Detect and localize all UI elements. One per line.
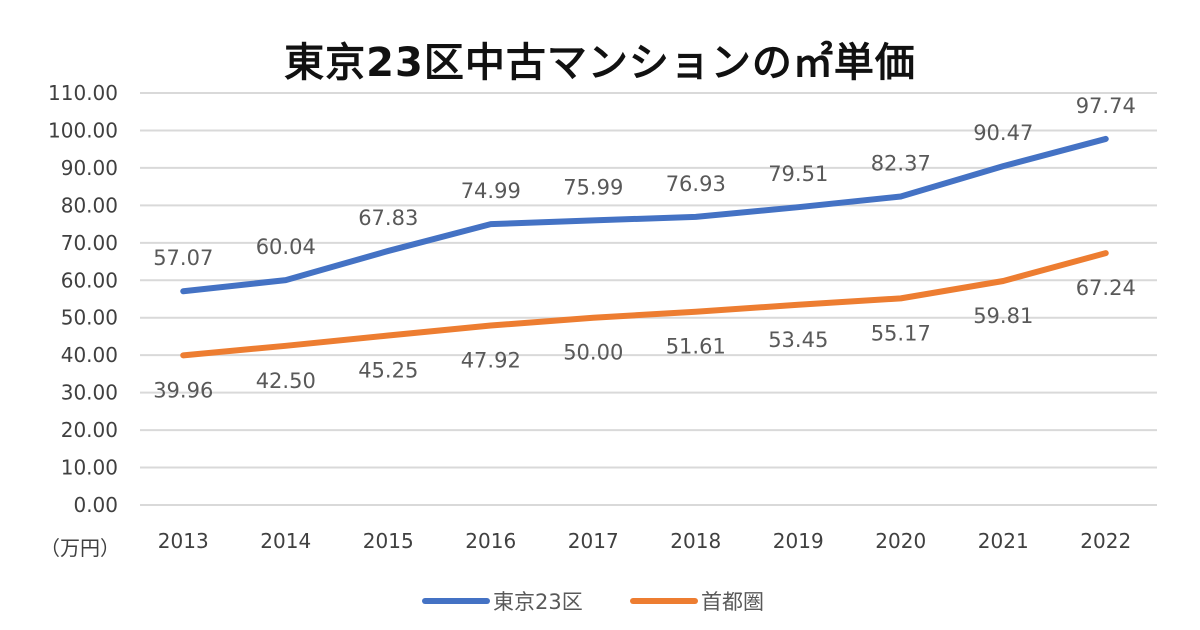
data-label: 76.93 (666, 172, 726, 196)
data-label: 53.45 (768, 328, 828, 352)
data-label: 82.37 (871, 151, 931, 175)
data-label: 39.96 (153, 378, 213, 402)
y-tick-label: 100.00 (48, 118, 118, 142)
y-tick-label: 80.00 (61, 193, 118, 217)
y-tick-label: 60.00 (61, 268, 118, 292)
x-tick-label: 2019 (773, 529, 824, 553)
data-label: 67.24 (1076, 276, 1136, 300)
x-tick-label: 2018 (670, 529, 721, 553)
chart-title: 東京23区中古マンションの㎡単価 (284, 40, 916, 86)
data-label: 90.47 (973, 121, 1033, 145)
x-tick-label: 2017 (568, 529, 619, 553)
data-label: 42.50 (256, 369, 316, 393)
y-tick-label: 50.00 (61, 306, 118, 330)
x-tick-label: 2022 (1080, 529, 1131, 553)
data-label: 55.17 (871, 321, 931, 345)
y-axis-unit: （万円） (40, 536, 120, 560)
data-label: 97.74 (1076, 94, 1136, 118)
y-tick-label: 90.00 (61, 156, 118, 180)
data-label: 74.99 (461, 179, 521, 203)
data-label: 51.61 (666, 335, 726, 359)
data-label: 45.25 (358, 359, 418, 383)
series-line-2 (180, 250, 1109, 359)
data-label: 60.04 (256, 235, 316, 259)
data-label: 50.00 (563, 341, 623, 365)
x-tick-label: 2020 (875, 529, 926, 553)
x-tick-label: 2016 (465, 529, 516, 553)
y-tick-label: 20.00 (61, 418, 118, 442)
legend-label-2: 首都圏 (701, 590, 764, 614)
x-tick-label: 2021 (978, 529, 1029, 553)
y-tick-label: 70.00 (61, 231, 118, 255)
data-label: 57.07 (153, 246, 213, 270)
y-tick-label: 10.00 (61, 456, 118, 480)
series-line-1 (180, 135, 1109, 295)
y-tick-label: 0.00 (73, 493, 118, 517)
x-tick-label: 2014 (260, 529, 311, 553)
x-tick-label: 2013 (158, 529, 209, 553)
data-label: 75.99 (563, 175, 623, 199)
data-label: 67.83 (358, 206, 418, 230)
y-tick-label: 110.00 (48, 81, 118, 105)
data-label: 47.92 (461, 349, 521, 373)
y-tick-label: 30.00 (61, 381, 118, 405)
x-tick-label: 2015 (363, 529, 414, 553)
data-label: 59.81 (973, 304, 1033, 328)
y-tick-label: 40.00 (61, 343, 118, 367)
legend-label-1: 東京23区 (493, 590, 583, 614)
data-label: 79.51 (768, 162, 828, 186)
